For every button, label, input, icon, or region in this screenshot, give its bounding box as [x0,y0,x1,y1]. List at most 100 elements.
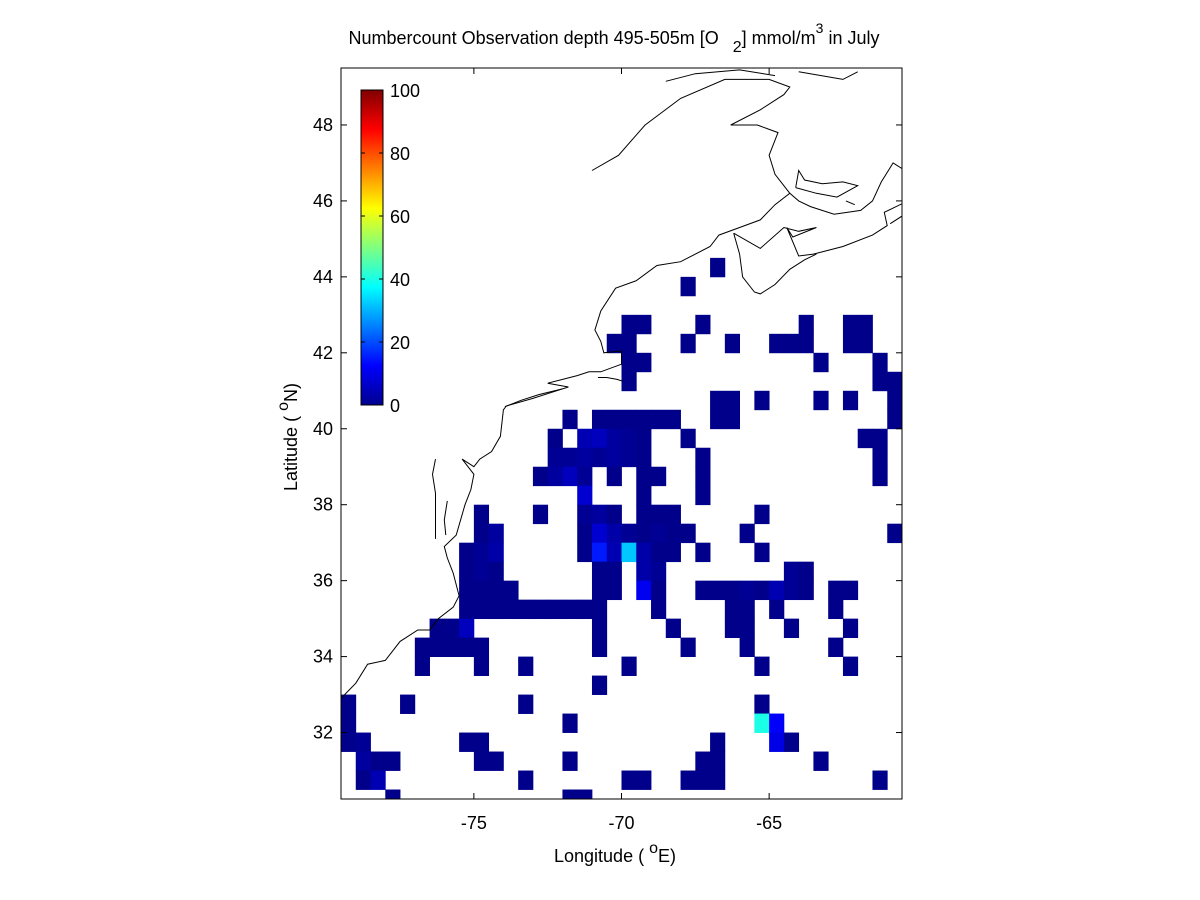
heatmap-cell [518,656,534,676]
heatmap-cell [577,789,593,800]
heatmap-cell [459,618,475,639]
chart-title-mid: ] mmol/m [742,28,816,48]
heatmap-cell [857,428,873,449]
heatmap-cell [355,751,371,771]
heatmap-cell [754,694,770,714]
heatmap-cell [591,523,608,544]
heatmap-cell [473,504,490,525]
heatmap-cell [739,637,755,657]
heatmap-cell [783,618,800,639]
heatmap-cell [798,314,814,335]
heatmap-cell [591,561,608,582]
heatmap-cell [621,314,637,335]
heatmap-cell [887,409,903,430]
x-axis-label-sup: o [649,840,658,857]
heatmap-cell [473,580,490,601]
heatmap-cell [341,694,357,714]
heatmap-cell [636,466,652,487]
heatmap-cell [400,694,416,714]
coastline [733,233,817,295]
heatmap-cell [695,542,711,563]
heatmap-cell [695,580,711,601]
heatmap-cell [769,713,785,733]
x-tick-label: -75 [461,813,487,833]
plot-frame [340,67,903,800]
chart-title-subscript: 2 [733,39,742,56]
heatmap-cell [813,390,829,411]
heatmap-cell [518,770,534,790]
heatmap-cell [370,751,386,771]
heatmap-cell [695,485,711,506]
heatmap-cell [680,770,696,790]
heatmap-cell [710,770,726,790]
heatmap-cell [754,504,770,525]
coastline [665,69,776,82]
heatmap-cell [783,333,800,354]
heatmap-cell [680,428,696,449]
heatmap-cell [651,466,667,487]
heatmap-cell [636,580,652,601]
heatmap-cell [754,542,770,563]
coastline [733,162,902,257]
heatmap-cell [680,637,696,657]
heatmap-cell [769,333,785,354]
heatmap-cell [459,637,475,657]
heatmap-cell [651,504,667,525]
heatmap-cell [798,580,814,601]
heatmap-cell [577,485,593,506]
heatmap-cell [783,561,800,582]
colorbar-tick-label: 0 [390,396,400,416]
coastline [597,377,624,382]
heatmap-cell [591,428,608,449]
heatmap-cell [636,770,652,790]
heatmap-cell [842,333,859,354]
heatmap-cell [651,561,667,582]
heatmap-cell [503,580,519,601]
heatmap-cell [577,504,593,525]
heatmap-cell [473,542,490,563]
heatmap-cell [355,732,371,752]
heatmap-cell [473,637,490,657]
heatmap-cell [547,447,563,468]
heatmap-cell [842,656,859,676]
heatmap-cell [577,599,593,620]
heatmap-cell [473,751,490,771]
chart-title-prefix: Numbercount Observation depth 495-505m [… [349,28,719,48]
x-tick-label: -65 [756,813,782,833]
axis-ticks: -75 -70 -65 32 34 36 38 40 42 44 46 48 [313,68,902,833]
heatmap-cell [636,504,652,525]
y-axis-label-post: N) [281,383,301,402]
colorbar-tick-label: 40 [390,270,410,290]
heatmap-cell [739,580,755,601]
heatmap-cell [577,428,593,449]
heatmap-cell [724,390,740,411]
heatmap-cell [710,409,726,430]
heatmap-cell [798,561,814,582]
heatmap-cell [842,390,859,411]
y-tick-label: 36 [313,571,333,591]
heatmap-cell [665,504,681,525]
chart-title: Numbercount Observation depth 495-505m [… [349,20,880,56]
heatmap-cell [651,580,667,601]
heatmap-cell [355,770,371,790]
heatmap-cell [621,656,637,676]
heatmap-cell [621,428,637,449]
heatmap-cell [606,561,622,582]
heatmap-cell [739,599,755,620]
heatmap-cell [695,314,711,335]
y-tick-label: 42 [313,343,333,363]
heatmap-cell [710,732,726,752]
heatmap-cell [341,732,357,752]
heatmap-cell [665,523,681,544]
heatmap-cell [636,447,652,468]
heatmap-cell [473,523,490,544]
heatmap-cell [473,599,490,620]
heatmap-cell [887,523,903,544]
plot-area: -75 -70 -65 32 34 36 38 40 42 44 46 48 [313,67,903,833]
heatmap-cell [621,333,637,354]
heatmap-cell [636,485,652,506]
y-axis-label-pre: Latitude ( [281,411,301,491]
heatmap-cell [429,618,445,639]
heatmap-cell [532,504,549,525]
